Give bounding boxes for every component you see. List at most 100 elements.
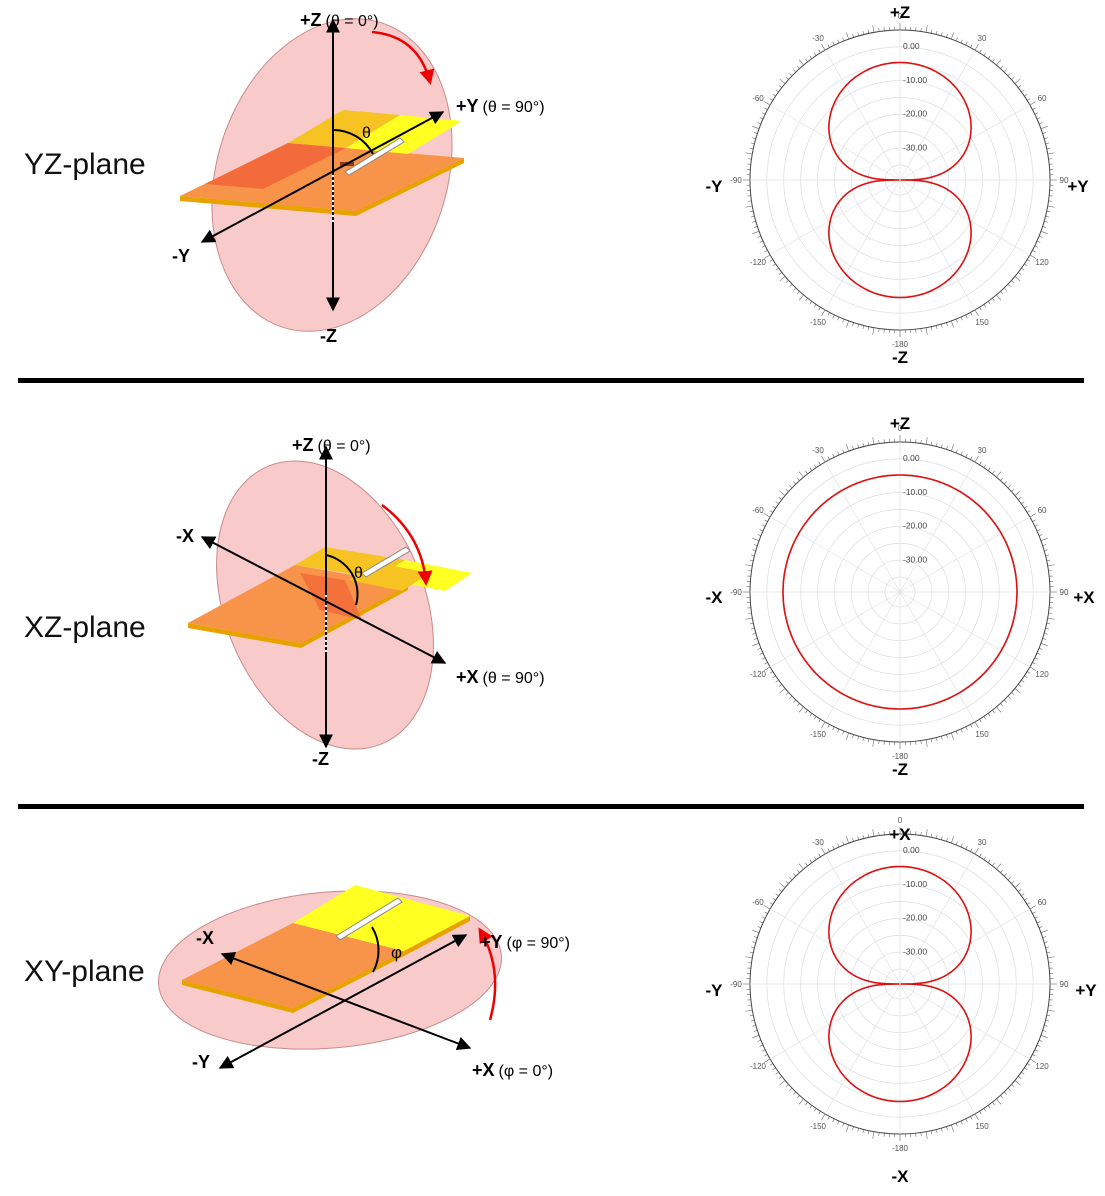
polar-tick (759, 529, 764, 532)
polar-tick (775, 893, 779, 897)
polar-tick (842, 37, 845, 42)
polar-angle-label: -180 (892, 340, 909, 349)
polar-tick (827, 44, 830, 48)
polar-tick (805, 862, 808, 866)
polar-tick (1044, 221, 1048, 223)
polar-ring-label: 0.00 (903, 41, 920, 51)
polar-tick (813, 52, 817, 56)
polar-tick (1021, 1071, 1025, 1075)
polar-ring-label: -30.00 (903, 554, 927, 564)
polar-tick (1038, 235, 1043, 238)
polar-tick (862, 325, 865, 330)
polar-tick (745, 956, 753, 959)
y-axis (200, 111, 445, 243)
polar-tick (809, 467, 813, 471)
polar-tick (1011, 1084, 1015, 1087)
polar-tick (1036, 117, 1041, 120)
polar-tick (763, 905, 771, 910)
polar-tick (1027, 671, 1031, 674)
axis-right-eq: (θ = 90°) (483, 99, 545, 116)
polar-tick (753, 132, 758, 134)
polar-tick (1047, 152, 1055, 155)
polar-tick (1045, 215, 1050, 218)
polar-spoke (824, 853, 901, 985)
polar-angle-label: -60 (752, 898, 764, 907)
polar-angle-label: -30 (812, 838, 824, 847)
polar-tick (779, 276, 786, 282)
polar-tick (862, 737, 865, 742)
polar-tick (752, 1035, 760, 1038)
polar-tick (785, 881, 789, 884)
polar-tick (935, 442, 938, 447)
polar-tick (1038, 926, 1043, 929)
polar-tick (821, 455, 826, 463)
polar-angle-label: 120 (1035, 670, 1049, 679)
polar-tick (778, 497, 782, 500)
polar-tick (745, 205, 753, 208)
polar-tick (1029, 1058, 1037, 1063)
polar-tick (785, 489, 789, 492)
polar-angle-label: -150 (810, 318, 827, 327)
polar-tick (965, 41, 968, 46)
polar-tick (996, 863, 1002, 870)
polar-tick (769, 1063, 773, 1066)
polar-tick (1040, 643, 1048, 646)
polar-tick (813, 304, 817, 308)
polar-tick (797, 703, 800, 707)
polar-spoke (824, 49, 901, 181)
polar-tick (837, 843, 840, 848)
polar-tick (1036, 529, 1041, 532)
polar-tick (778, 272, 782, 275)
polar-tick (779, 688, 786, 694)
polar-tick (1032, 911, 1036, 914)
polar-tick (805, 710, 808, 714)
polar-tick (761, 112, 766, 115)
polar-tick (1000, 65, 1003, 69)
polar-tick (1044, 549, 1048, 551)
polar-ring-label: -30.00 (903, 142, 927, 152)
polar-tick (946, 33, 948, 38)
polar-tick (797, 291, 800, 295)
polar-spoke (899, 179, 1031, 256)
polar-tick (987, 1105, 991, 1109)
polar-tick (930, 833, 933, 838)
polar-tick (745, 564, 753, 567)
polar-tick (778, 889, 782, 892)
polar-tick (798, 706, 804, 713)
polar-tick (930, 1130, 933, 1135)
polar-tick (951, 444, 954, 452)
xy-polar-plot: 0.00 -10.00 -20.00 -30.00 0 30 60 90 120 150 -180 -… (706, 816, 1098, 1186)
rotation-arrow (478, 927, 497, 1021)
polar-tick (935, 1129, 938, 1134)
polar-tick (862, 30, 865, 35)
polar-tick (1046, 210, 1051, 213)
polar-bottom-label: -X (892, 1167, 910, 1186)
polar-tick (813, 856, 817, 860)
plane-label: XY-plane (24, 955, 145, 988)
polar-tick (1014, 882, 1021, 888)
polar-tick (970, 848, 973, 852)
polar-tick (1046, 1014, 1051, 1017)
polar-tick (996, 59, 1002, 66)
polar-tick (827, 724, 830, 728)
polar-tick (1038, 647, 1043, 650)
polar-tick (935, 30, 938, 35)
polar-tick (1046, 951, 1051, 954)
polar-tick (764, 250, 768, 253)
polar-tick (941, 32, 943, 36)
polar-tick (1007, 877, 1011, 881)
svg-text:+X(θ = 90°): +X (θ = 90°) (456, 667, 545, 687)
axis-bottom-name: -Z (312, 749, 329, 769)
polar-angle-label: 60 (1038, 898, 1047, 907)
polar-tick (779, 1080, 786, 1086)
polar-angle-label: 120 (1035, 1062, 1049, 1071)
polar-tick (761, 524, 766, 527)
polar-tick (1003, 481, 1007, 485)
svg-text:+Z(θ = 0°): +Z (θ = 0°) (292, 435, 371, 455)
polar-tick (979, 1111, 982, 1115)
polar-tick (979, 461, 982, 465)
polar-tick (798, 294, 804, 301)
polar-tick (789, 73, 793, 77)
polar-tick (761, 657, 766, 660)
polar-tick (1047, 617, 1055, 620)
